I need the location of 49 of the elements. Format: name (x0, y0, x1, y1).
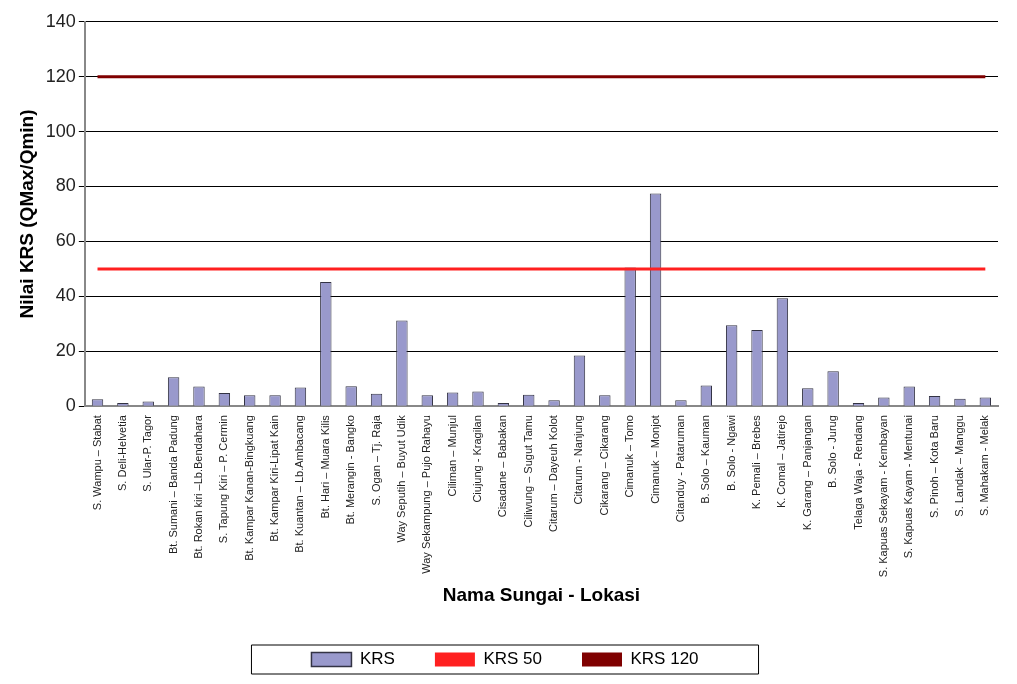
x-tick-label: Bt. Hari – Muara Kilis (318, 414, 331, 519)
x-tick-label: K. Comal – Jatirejo (775, 415, 788, 509)
x-tick-label: S. Ogan – Tj. Raja (369, 414, 382, 506)
x-tick-label: S. Ular-P. Tagor (141, 414, 154, 492)
y-tick-label: 140 (45, 10, 76, 31)
x-tick-label: S. Wampu – Stabat (90, 415, 103, 511)
x-tick-label: K. Pemali – Brebes (750, 414, 763, 510)
x-tick-label: S. Pinoh – Kota Baru (927, 415, 940, 518)
x-tick-label: S. Tapung Kiri – P. Cermin (217, 415, 230, 544)
x-tick-label: S. Landak – Manggu (952, 415, 965, 517)
x-tick-label: S. Kapuas Sekayam - Kembayan (876, 415, 889, 578)
x-tick-label: S. Mahakam - Melak (978, 414, 991, 517)
x-tick-label: Bt. Merangin - Bangko (344, 415, 357, 525)
y-tick-label: 0 (65, 395, 76, 416)
x-tick-label: Way Seputih – Buyut Udik (394, 414, 407, 543)
legend-label: KRS (359, 649, 395, 669)
x-tick-label: B. Solo - Jurug (826, 415, 839, 488)
legend-label: KRS 120 (630, 649, 699, 669)
x-tick-label: Citarum - Nanjung (572, 415, 585, 505)
x-tick-label: Ciujung - Kragilan (471, 415, 484, 503)
x-tick-label: B. Solo – Kauman (699, 415, 712, 504)
x-tick-label: Telaga Waja - Rendang (851, 415, 864, 530)
x-tick-label: Citanduy - Pataruman (673, 415, 686, 523)
x-tick-label: Bt. Kuantan – Lb.Ambacang (293, 415, 306, 553)
y-axis-title: Nilai KRS (QMax/Qmin) (15, 109, 37, 319)
x-tick-label: Cimanuk – Monjot (648, 415, 661, 504)
y-tick-label: 60 (55, 230, 76, 251)
y-tick-label: 40 (55, 285, 76, 306)
x-tick-label: Bt. Rokan kiri –Lb.Bendahara (192, 414, 205, 559)
x-tick-label: Bt. Kampar Kanan-Bingkuang (242, 415, 255, 561)
x-tick-label: Bt. Kampar Kiri-Lipat Kain (268, 415, 281, 542)
y-tick-label: 100 (45, 120, 76, 141)
x-tick-label: Ciliwung – Sugut Tamu (521, 415, 534, 528)
y-tick-label: 80 (55, 175, 76, 196)
x-tick-label: Cimanuk – Tomo (623, 415, 636, 498)
legend-label: KRS 50 (483, 649, 543, 669)
x-tick-label: S. Kapuas Kayam - Mentunai (902, 415, 915, 559)
x-tick-label: S. Deli-Helvetia (115, 414, 128, 491)
x-tick-label: Cisadane – Babakan (496, 415, 509, 518)
x-tick-label: Citarum – Dayeuh Kolot (547, 415, 560, 532)
x-tick-label: Bt. Sumani – Banda Padung (166, 415, 179, 554)
x-tick-label: Ciliman – Munjul (445, 415, 458, 497)
x-tick-label: Way Sekampung – Pujo Rahayu (420, 415, 433, 574)
x-axis-title: Nama Sungai - Lokasi (442, 583, 641, 605)
y-tick-label: 120 (45, 65, 76, 86)
y-tick-label: 20 (55, 340, 76, 361)
x-tick-label: K. Garang – Panjangan (800, 415, 813, 531)
x-tick-label: B. Solo - Ngawi (724, 415, 737, 491)
x-tick-label: Cikarang – Cikarang (597, 415, 610, 516)
